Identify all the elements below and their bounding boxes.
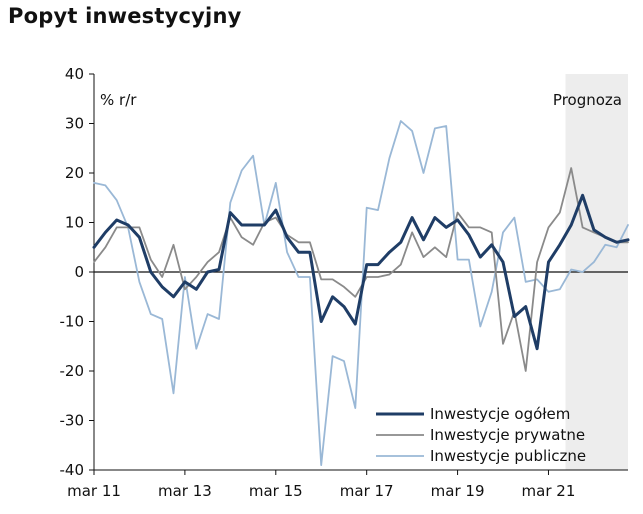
legend: Inwestycje ogółem Inwestycje prywatne Inwe… xyxy=(376,405,586,465)
y-tick-label: -20 xyxy=(60,362,85,380)
x-tick-label: mar 19 xyxy=(431,482,485,500)
x-tick-label: mar 21 xyxy=(522,482,576,500)
y-tick-label: 30 xyxy=(65,115,84,133)
legend-label: Inwestycje ogółem xyxy=(430,405,570,423)
y-tick-label: 40 xyxy=(65,65,84,83)
legend-label: Inwestycje publiczne xyxy=(430,447,586,465)
y-tick-label: 10 xyxy=(65,214,84,232)
chart-title: Popyt inwestycyjny xyxy=(8,4,242,28)
y-tick-label: -10 xyxy=(60,313,85,331)
series-line-0 xyxy=(92,193,630,351)
y-tick-label: 20 xyxy=(65,164,84,182)
y-tick-label: -40 xyxy=(60,461,85,479)
x-tick-label: mar 17 xyxy=(340,482,394,500)
x-tick-label: mar 11 xyxy=(67,482,121,500)
x-tick-label: mar 15 xyxy=(249,482,303,500)
y-tick-label: 0 xyxy=(74,263,84,281)
series-line-2 xyxy=(93,120,629,467)
x-tick-label: mar 13 xyxy=(158,482,212,500)
unit-label: % r/r xyxy=(100,91,137,109)
y-tick-label: -30 xyxy=(60,412,85,430)
forecast-label: Prognoza xyxy=(553,91,622,109)
legend-label: Inwestycje prywatne xyxy=(430,426,585,444)
